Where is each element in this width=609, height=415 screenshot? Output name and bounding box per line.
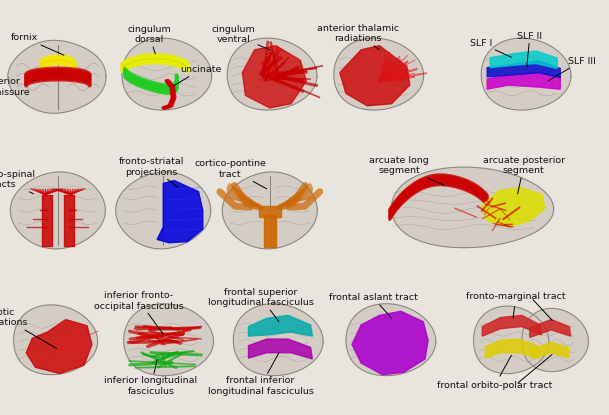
Text: arcuate posterior
segment: arcuate posterior segment bbox=[483, 156, 565, 194]
Polygon shape bbox=[157, 181, 203, 243]
Polygon shape bbox=[8, 40, 106, 113]
Polygon shape bbox=[474, 306, 549, 374]
Text: cortico-pontine
tract: cortico-pontine tract bbox=[194, 159, 267, 189]
Polygon shape bbox=[233, 304, 323, 376]
Polygon shape bbox=[26, 320, 92, 374]
Polygon shape bbox=[116, 172, 211, 249]
Polygon shape bbox=[334, 38, 424, 110]
Text: fronto-marginal tract: fronto-marginal tract bbox=[466, 292, 566, 318]
Polygon shape bbox=[482, 315, 541, 336]
Text: SLF II: SLF II bbox=[517, 32, 543, 66]
Polygon shape bbox=[533, 342, 569, 359]
Text: inferior longitudinal
fasciculus: inferior longitudinal fasciculus bbox=[105, 360, 197, 395]
Text: SLF I: SLF I bbox=[470, 39, 512, 57]
Text: cingulum
ventral: cingulum ventral bbox=[211, 25, 270, 50]
Text: uncinate: uncinate bbox=[174, 65, 222, 86]
Text: anterior
commissure: anterior commissure bbox=[0, 78, 35, 97]
Polygon shape bbox=[222, 172, 317, 249]
Polygon shape bbox=[481, 188, 545, 227]
Polygon shape bbox=[248, 315, 312, 336]
Polygon shape bbox=[392, 167, 554, 248]
Text: inferior fronto-
occipital fasciculus: inferior fronto- occipital fasciculus bbox=[94, 291, 184, 334]
Polygon shape bbox=[487, 61, 560, 78]
Text: SLF III: SLF III bbox=[548, 56, 596, 81]
Polygon shape bbox=[227, 38, 317, 110]
Text: frontal aslant tract: frontal aslant tract bbox=[329, 293, 418, 318]
Polygon shape bbox=[490, 51, 557, 68]
Text: frontal inferior
longitudinal fasciculus: frontal inferior longitudinal fasciculus bbox=[208, 353, 314, 395]
Polygon shape bbox=[522, 308, 588, 371]
Text: fronto-striatal
projections: fronto-striatal projections bbox=[118, 157, 184, 188]
Polygon shape bbox=[340, 46, 410, 106]
Text: cortico-spinal
tracts: cortico-spinal tracts bbox=[0, 170, 35, 194]
Text: optic
radiations: optic radiations bbox=[0, 308, 57, 349]
Polygon shape bbox=[530, 320, 571, 337]
Polygon shape bbox=[248, 339, 312, 359]
Polygon shape bbox=[352, 311, 428, 375]
Polygon shape bbox=[124, 304, 214, 376]
Text: cingulum
dorsal: cingulum dorsal bbox=[127, 25, 171, 54]
Text: arcuate long
segment: arcuate long segment bbox=[369, 156, 445, 186]
Text: fornix: fornix bbox=[11, 33, 64, 55]
Polygon shape bbox=[481, 38, 571, 110]
Polygon shape bbox=[485, 339, 538, 358]
Polygon shape bbox=[122, 38, 212, 110]
Text: frontal orbito-polar tract: frontal orbito-polar tract bbox=[437, 355, 552, 391]
Polygon shape bbox=[346, 304, 436, 376]
Text: anterior thalamic
radiations: anterior thalamic radiations bbox=[317, 24, 399, 50]
Polygon shape bbox=[10, 172, 105, 249]
Polygon shape bbox=[242, 46, 306, 108]
Polygon shape bbox=[487, 73, 560, 89]
Polygon shape bbox=[13, 305, 97, 375]
Text: frontal superior
longitudinal fasciculus: frontal superior longitudinal fasciculus bbox=[208, 288, 314, 322]
